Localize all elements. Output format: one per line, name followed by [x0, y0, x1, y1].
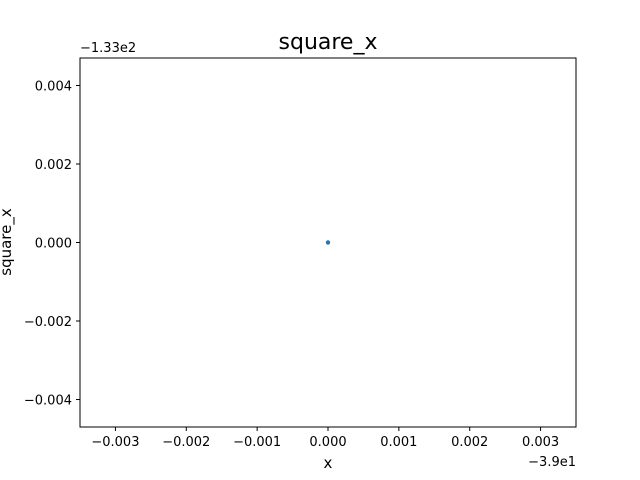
y-tick-label: −0.004 — [24, 394, 72, 409]
x-tick-label: 0.003 — [522, 435, 559, 450]
y-tick-label: 0.000 — [35, 237, 72, 252]
ticks-group: −0.003 −0.002 −0.001 0.000 0.001 0.002 0.003 −0… — [24, 79, 559, 450]
x-tick-label: 0.000 — [309, 435, 346, 450]
marks-group — [325, 240, 331, 245]
x-tick-label: −0.001 — [233, 435, 281, 450]
y-offset-label: −1.33e2 — [80, 41, 136, 56]
x-tick-label: −0.002 — [162, 435, 210, 450]
y-tick-label: −0.002 — [24, 315, 72, 330]
chart-title: square_x — [279, 30, 378, 55]
x-offset-label: −3.9e1 — [528, 455, 576, 470]
x-axis-label: x — [324, 454, 333, 472]
y-tick-label: 0.002 — [35, 158, 72, 173]
x-tick-label: −0.003 — [91, 435, 139, 450]
plot-frame — [79, 57, 577, 428]
y-axis-label: square_x — [0, 208, 16, 276]
data-point — [325, 240, 331, 245]
x-tick-label: 0.001 — [380, 435, 417, 450]
x-tick-label: 0.002 — [451, 435, 488, 450]
y-tick-label: 0.004 — [35, 79, 72, 94]
